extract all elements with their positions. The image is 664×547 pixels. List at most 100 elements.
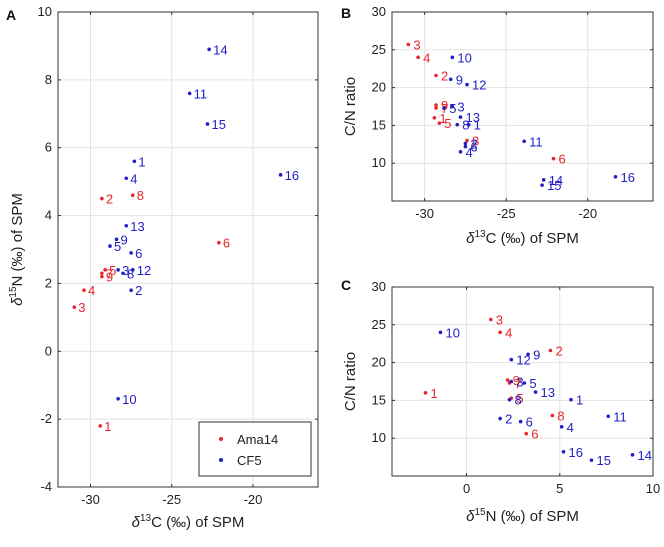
x-axis-label-rest: C (‰) of SPM xyxy=(151,514,244,531)
y-axis-label-text: C/N ratio xyxy=(342,77,359,136)
x-axis-label-rest: N (‰) of SPM xyxy=(486,508,579,525)
point-label: 8 xyxy=(557,409,564,424)
point-label: 4 xyxy=(505,325,512,340)
plot-frame xyxy=(57,11,319,488)
point-label: 4 xyxy=(88,283,95,298)
y-tick-label: 25 xyxy=(372,42,386,57)
x-tick-label: -25 xyxy=(497,206,516,221)
data-point xyxy=(533,390,538,394)
point-label: 10 xyxy=(457,50,471,65)
y-tick-label: 10 xyxy=(372,430,386,445)
x-axis-label-rest: C (‰) of SPM xyxy=(486,230,579,247)
x-axis-label-sup: 13 xyxy=(474,229,486,240)
data-point xyxy=(130,268,135,272)
point-label: 8 xyxy=(137,188,144,203)
data-point xyxy=(416,55,420,60)
y-tick-label: 4 xyxy=(45,208,52,223)
y-tick-label: 15 xyxy=(372,392,386,407)
x-axis-label-delta: δ xyxy=(132,514,141,531)
point-label: 9 xyxy=(121,232,128,247)
panel-letter: A xyxy=(6,7,16,23)
data-point xyxy=(541,178,546,182)
point-label: 3 xyxy=(496,313,503,328)
plot-frame xyxy=(391,286,654,477)
data-point xyxy=(589,458,594,462)
data-point xyxy=(130,193,135,198)
data-point xyxy=(465,138,469,143)
point-label: 12 xyxy=(137,263,151,278)
point-label: 14 xyxy=(549,173,563,188)
point-label: 16 xyxy=(569,445,583,460)
point-label: 1 xyxy=(439,111,446,126)
data-point xyxy=(121,271,125,276)
y-tick-label: -2 xyxy=(40,411,52,426)
data-point xyxy=(526,352,530,357)
x-tick-label: 5 xyxy=(556,481,563,496)
point-label: 6 xyxy=(223,236,230,251)
x-axis-label-delta: δ xyxy=(466,508,475,525)
data-point xyxy=(278,173,283,177)
data-point xyxy=(129,251,133,255)
point-label: 3 xyxy=(122,263,129,278)
point-label: 9 xyxy=(106,270,113,285)
data-point xyxy=(540,183,544,187)
point-label: 6 xyxy=(526,415,533,430)
x-axis-label-delta: δ xyxy=(466,230,475,247)
data-point xyxy=(205,122,210,126)
data-point xyxy=(124,176,129,181)
data-point xyxy=(509,379,514,384)
point-label: 12 xyxy=(516,353,530,368)
point-label: 13 xyxy=(466,110,480,125)
x-axis-label: δ13C (‰) of SPM xyxy=(466,229,579,247)
point-label: 8 xyxy=(514,393,521,408)
y-axis-label-sup: 15 xyxy=(8,286,19,298)
x-axis-label: δ13C (‰) of SPM xyxy=(132,513,245,531)
point-label: 5 xyxy=(114,239,121,254)
point-label: 14 xyxy=(213,42,227,57)
data-point xyxy=(100,274,104,279)
point-label: 9 xyxy=(513,373,520,388)
point-label: 5 xyxy=(529,376,536,391)
data-point xyxy=(432,116,437,120)
x-axis-label: δ15N (‰) of SPM xyxy=(466,507,579,525)
point-label: 8 xyxy=(472,134,479,149)
data-point xyxy=(465,82,469,87)
point-label: 9 xyxy=(441,98,448,113)
point-label: 15 xyxy=(212,117,226,132)
point-label: 4 xyxy=(466,145,473,160)
point-label: 10 xyxy=(122,392,136,407)
data-point xyxy=(442,106,447,110)
data-point xyxy=(463,141,468,146)
point-label: 6 xyxy=(470,140,477,155)
x-axis-label-sup: 13 xyxy=(140,513,152,524)
y-axis-label-delta: δ xyxy=(9,297,26,306)
data-point xyxy=(458,115,463,119)
data-point xyxy=(103,268,107,272)
data-point xyxy=(98,424,103,428)
point-label: 2 xyxy=(505,412,512,427)
data-point xyxy=(217,240,221,245)
y-axis-label: C/N ratio xyxy=(342,77,359,136)
x-tick-label: -20 xyxy=(244,492,263,507)
data-point xyxy=(606,414,611,419)
data-point xyxy=(116,396,120,401)
point-label: 2 xyxy=(106,192,113,207)
data-point xyxy=(437,121,442,125)
legend-entry-label: CF5 xyxy=(237,453,262,468)
data-point xyxy=(559,425,564,429)
y-tick-label: 30 xyxy=(372,4,386,19)
point-label: 2 xyxy=(135,283,142,298)
data-point xyxy=(489,317,493,322)
point-label: 15 xyxy=(547,178,561,193)
data-point xyxy=(550,413,555,418)
data-point xyxy=(72,305,77,309)
point-label: 6 xyxy=(135,246,142,261)
x-tick-label: 0 xyxy=(463,481,470,496)
